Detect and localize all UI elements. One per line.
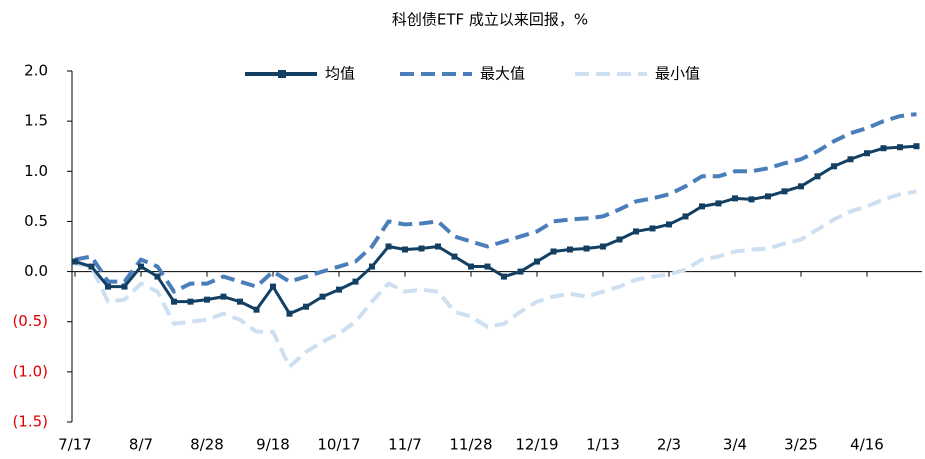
series-marker [171, 298, 177, 305]
series-marker [847, 156, 854, 163]
series-marker [699, 203, 705, 210]
series-marker [418, 245, 425, 252]
series-marker [880, 145, 887, 152]
series-marker [913, 143, 920, 150]
series-marker [121, 283, 128, 290]
series-line [74, 189, 917, 369]
x-tick-label: 11/7 [388, 436, 422, 454]
series-marker [567, 246, 573, 253]
series-marker [600, 243, 606, 250]
series-line [74, 144, 917, 316]
series-marker [501, 273, 507, 280]
series-marker [435, 243, 441, 250]
series-marker [748, 196, 755, 203]
legend-label: 均值 [325, 65, 355, 83]
series-marker [270, 283, 276, 290]
x-tick-label: 8/7 [129, 436, 153, 454]
series-marker [715, 200, 722, 207]
series-marker [468, 263, 474, 270]
legend-label: 最小值 [655, 65, 700, 83]
series-marker [352, 278, 359, 285]
series-marker [204, 296, 210, 303]
x-tick-label: 7/17 [58, 436, 92, 454]
series-marker [220, 293, 227, 300]
series-marker [286, 310, 293, 317]
series-marker [897, 144, 903, 151]
x-tick-label: 3/4 [723, 436, 747, 454]
series-marker [732, 195, 738, 202]
series-marker [336, 286, 342, 293]
series-marker [385, 243, 392, 250]
series-marker [666, 221, 672, 228]
series-marker [864, 150, 870, 157]
series-marker [72, 258, 78, 265]
series-marker [88, 263, 95, 270]
series-marker [765, 193, 771, 200]
chart-title: 科创债ETF 成立以来回报，% [392, 11, 588, 29]
series-marker [814, 173, 821, 180]
series-marker [583, 245, 590, 252]
x-tick-label: 10/17 [317, 436, 360, 454]
legend-marker [278, 70, 286, 78]
x-tick-label: 12/19 [515, 436, 558, 454]
x-tick-label: 1/13 [586, 436, 620, 454]
series-marker [798, 183, 804, 190]
series-marker [369, 263, 375, 270]
y-tick-label: 1.0 [24, 162, 48, 180]
x-tick-label: 11/28 [449, 436, 492, 454]
series-marker [319, 293, 326, 300]
x-tick-label: 9/18 [256, 436, 290, 454]
series-marker [451, 253, 458, 260]
series-marker [831, 163, 837, 170]
y-tick-label: 0.0 [24, 262, 48, 280]
y-tick-label: (1.0) [12, 362, 48, 380]
series-marker [237, 298, 243, 305]
series-marker [484, 263, 491, 270]
series-marker [303, 303, 309, 310]
x-tick-label: 8/28 [190, 436, 224, 454]
y-tick-label: 0.5 [24, 212, 48, 230]
y-tick-label: 2.0 [24, 62, 48, 80]
series-marker [534, 258, 540, 265]
series-marker [616, 236, 623, 243]
series-marker [682, 213, 689, 220]
series-marker [633, 228, 639, 235]
series-marker [154, 273, 161, 280]
series-marker [138, 263, 144, 270]
legend-label: 最大值 [480, 65, 525, 83]
series-marker [105, 283, 111, 290]
series-marker [187, 298, 194, 305]
series-marker [517, 268, 524, 275]
y-tick-label: (0.5) [12, 312, 48, 330]
x-tick-label: 3/25 [784, 436, 818, 454]
x-tick-label: 2/3 [657, 436, 681, 454]
series-marker [649, 225, 656, 232]
x-tick-label: 4/16 [850, 436, 884, 454]
series-marker [781, 188, 788, 195]
series-marker [402, 246, 408, 253]
series-line [74, 112, 917, 294]
y-tick-label: (1.5) [12, 413, 48, 431]
series-marker [550, 248, 557, 255]
y-tick-label: 1.5 [24, 112, 48, 130]
series-marker [253, 306, 260, 313]
